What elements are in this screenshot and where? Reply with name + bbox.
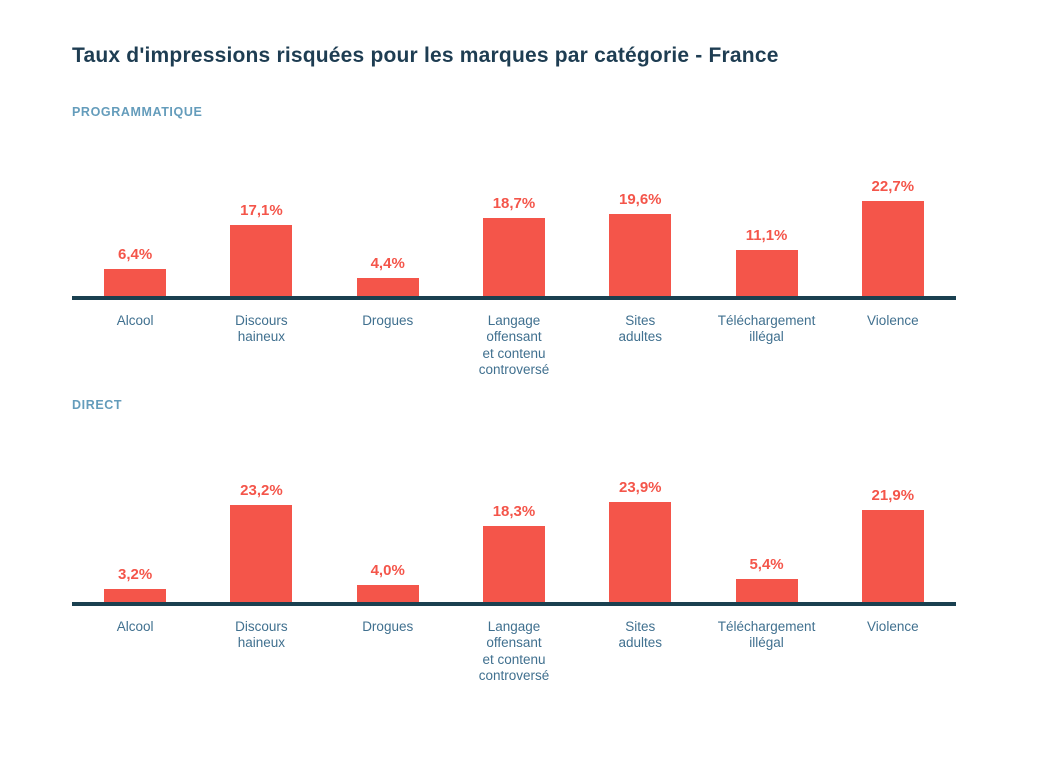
category-label: Sites adultes [618,313,663,345]
bar [230,504,293,602]
bar-value-label: 23,9% [618,478,662,496]
bar-column: 19,6% [577,191,703,296]
section-label-direct: DIRECT [72,397,123,412]
bar-value-label: 11,1% [745,227,788,244]
bar [609,214,672,296]
category-label: Téléchargement illégal [717,618,816,651]
bar [230,225,293,296]
bar-value-label: 19,6% [618,191,662,208]
section-label-programmatique: PROGRAMMATIQUE [72,105,203,119]
category-label: Sites adultes [618,618,663,651]
bar [482,218,545,296]
bar-column: 3,2% [72,566,198,602]
bar-column: 23,2% [198,482,324,602]
bar [356,584,419,602]
bar [735,578,798,602]
bar-value-label: 6,4% [118,246,153,263]
category-label: Discours haineux [235,618,288,651]
bar-value-label: 4,4% [370,255,405,272]
category-label: Drogues [362,618,414,634]
bar-value-label: 21,9% [871,486,915,504]
bar [104,269,167,296]
bar-column: 4,4% [325,255,451,296]
bar-chart-direct: 3,2% 23,2% 4,0% 18,3% 23,9% 5,4% 21,9% [72,412,956,606]
category-label: Langage offensant et contenu controversé [478,618,550,684]
bar-column: 11,1% [703,227,829,296]
category-label: Violence [867,313,919,328]
bar-column: 23,9% [577,479,703,602]
bar-column: 4,0% [325,562,451,602]
section-direct: DIRECT 3,2% 23,2% 4,0% 18,3% 23,9% 5,4% 21,9% … [0,398,1041,685]
bar-chart-programmatique: 6,4% 17,1% 4,4% 18,7% 19,6% 11,1% 22,7% [72,119,956,300]
bar [356,278,419,296]
bar [609,501,672,602]
bar-value-label: 18,7% [492,195,536,212]
bar [861,509,924,602]
bar [735,250,798,296]
category-label: Violence [867,618,919,634]
bar-column: 6,4% [72,246,198,296]
category-label: Langage offensant et contenu controversé [478,313,550,378]
bar-value-label: 22,7% [871,178,915,195]
bar-column: 21,9% [830,487,956,602]
bar-value-label: 3,2% [118,565,153,583]
bar-value-label: 17,1% [240,202,283,219]
category-labels-direct: Alcool Discours haineux Drogues Langage off… [72,619,956,685]
bar-column: 22,7% [830,178,956,296]
category-label: Alcool [116,618,154,634]
bar-column: 18,3% [451,503,577,602]
category-label: Alcool [116,313,154,328]
category-label: Discours haineux [235,313,288,345]
section-programmatique: PROGRAMMATIQUE 6,4% 17,1% 4,4% 18,7% 19,6% 11… [0,105,1041,379]
category-labels-programmatique: Alcool Discours haineux Drogues Langage off… [72,313,956,379]
bar-value-label: 18,3% [492,502,536,520]
bar [104,588,167,602]
bar-value-label: 23,2% [240,481,283,499]
bar-column: 18,7% [451,195,577,296]
bar-value-label: 4,0% [370,561,405,579]
bar-column: 5,4% [703,556,829,602]
bar-column: 17,1% [198,202,324,296]
bar-value-label: 5,4% [749,555,784,573]
category-label: Téléchargement illégal [717,313,816,345]
bar [861,201,924,296]
chart-title: Taux d'impressions risquées pour les mar… [72,44,779,67]
bar [482,525,545,602]
category-label: Drogues [362,313,414,328]
